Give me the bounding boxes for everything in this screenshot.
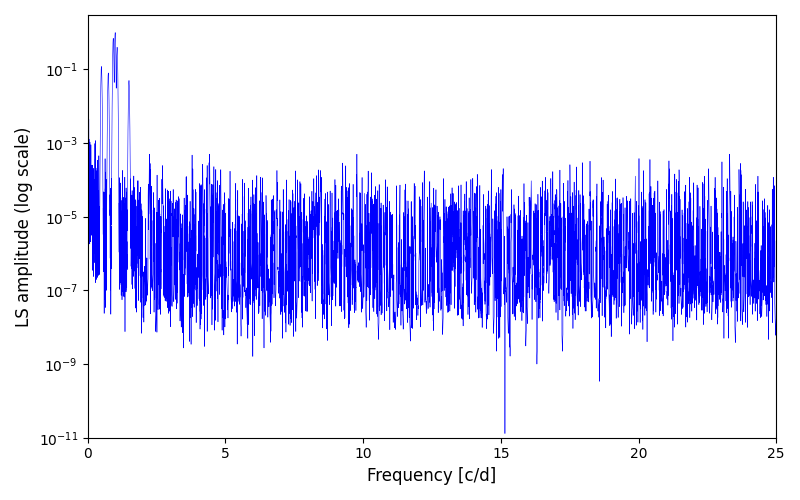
X-axis label: Frequency [c/d]: Frequency [c/d]	[367, 467, 497, 485]
Y-axis label: LS amplitude (log scale): LS amplitude (log scale)	[15, 126, 33, 326]
